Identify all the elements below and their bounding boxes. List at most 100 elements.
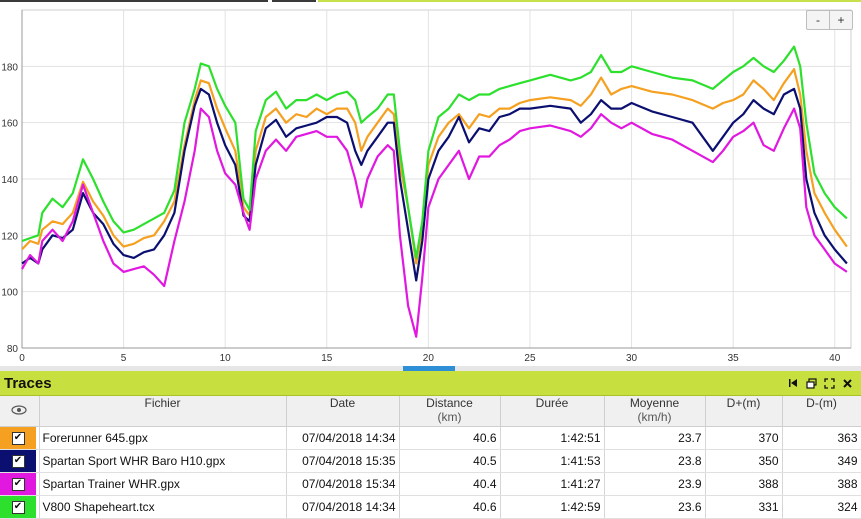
cell-dminus: 324 [782, 495, 861, 519]
visibility-checkbox[interactable]: ✔ [11, 500, 25, 514]
cell-duree: 1:42:59 [500, 495, 605, 519]
column-header-label: Durée [535, 396, 569, 410]
cell-dplus: 370 [705, 426, 783, 450]
toolbar-segment [318, 0, 861, 2]
zoom-out-button[interactable]: - [816, 13, 820, 27]
table-row[interactable]: ✔ Spartan Trainer WHR.gpx 07/04/2018 15:… [0, 472, 861, 496]
trace-color-swatch: ✔ [0, 473, 36, 495]
chart-axes [21, 10, 851, 349]
x-tick-label: 20 [423, 353, 435, 364]
visibility-checkbox[interactable]: ✔ [11, 477, 25, 491]
trace-color-swatch: ✔ [0, 496, 36, 518]
x-tick-label: 5 [121, 353, 127, 364]
table-row[interactable]: ✔ Spartan Sport WHR Baro H10.gpx 07/04/2… [0, 449, 861, 473]
panel-splitter[interactable] [0, 366, 861, 371]
chart-grid [21, 9, 852, 349]
column-header-duree[interactable]: Durée [500, 396, 605, 427]
cell-fichier: V800 Shapeheart.tcx [39, 495, 287, 519]
cell-date: 07/04/2018 14:34 [286, 495, 400, 519]
trace-color-cell: ✔ [0, 426, 40, 450]
cell-distance: 40.6 [399, 495, 501, 519]
column-header-dplus[interactable]: D+(m) [705, 396, 783, 427]
x-tick-label: 35 [728, 353, 740, 364]
first-page-icon[interactable] [787, 377, 799, 389]
cell-moyenne: 23.6 [604, 495, 706, 519]
traces-table-body: ✔ Forerunner 645.gpx 07/04/2018 14:34 40… [0, 426, 861, 519]
trace-color-cell: ✔ [0, 449, 40, 473]
column-header-unit: (km) [437, 410, 462, 424]
cell-dminus: 349 [782, 449, 861, 473]
cell-fichier: Spartan Sport WHR Baro H10.gpx [39, 449, 287, 473]
chart-series-group [21, 45, 848, 338]
trace-color-swatch: ✔ [0, 450, 36, 472]
heart-rate-chart[interactable]: 0 5 10 15 20 25 30 35 40 80 100 120 140 160 180 - + [0, 4, 861, 366]
visibility-column-header[interactable] [0, 396, 40, 427]
y-tick-label: 140 [1, 175, 18, 186]
y-tick-label: 100 [1, 288, 18, 299]
cell-moyenne: 23.9 [604, 472, 706, 496]
x-tick-label: 10 [220, 353, 232, 364]
traces-table: Fichier Date Distance (km) Durée Moyenne(… [0, 396, 861, 519]
column-header-fichier[interactable]: Fichier [39, 396, 287, 427]
cell-duree: 1:42:51 [500, 426, 605, 450]
splitter-grip[interactable] [403, 366, 455, 371]
visibility-checkbox[interactable]: ✔ [11, 431, 25, 445]
cell-distance: 40.5 [399, 449, 501, 473]
x-tick-label: 30 [626, 353, 638, 364]
column-header-label: D-(m) [806, 396, 837, 410]
table-header-row: Fichier Date Distance (km) Durée Moyenne(… [0, 396, 861, 427]
column-header-label: D+(m) [726, 396, 761, 410]
table-row[interactable]: ✔ Forerunner 645.gpx 07/04/2018 14:34 40… [0, 426, 861, 450]
y-tick-label: 160 [1, 119, 18, 130]
column-header-dminus[interactable]: D-(m) [782, 396, 861, 427]
cell-dplus: 331 [705, 495, 783, 519]
y-tick-label: 180 [1, 62, 18, 73]
zoom-in-button[interactable]: + [829, 11, 852, 29]
series-line-orange [21, 68, 848, 265]
cell-moyenne: 23.8 [604, 449, 706, 473]
cell-dminus: 363 [782, 426, 861, 450]
close-icon[interactable] [841, 377, 853, 389]
y-tick-labels: 80 100 120 140 160 180 [1, 62, 18, 355]
series-line-magenta [21, 107, 848, 338]
cell-duree: 1:41:53 [500, 449, 605, 473]
cell-moyenne: 23.7 [604, 426, 706, 450]
toolbar-segment [272, 0, 316, 2]
y-tick-label: 80 [7, 344, 19, 355]
panel-title: Traces [4, 374, 52, 392]
restore-window-icon[interactable] [805, 377, 817, 389]
x-tick-label: 0 [19, 353, 25, 364]
column-header-distance[interactable]: Distance (km) [399, 396, 501, 427]
traces-panel: Traces [0, 371, 861, 519]
column-header-date[interactable]: Date [286, 396, 400, 427]
series-line-green [21, 45, 848, 259]
zoom-controls: - + [806, 10, 853, 30]
column-header-unit: (km/h) [637, 410, 672, 424]
cell-dplus: 388 [705, 472, 783, 496]
cell-duree: 1:41:27 [500, 472, 605, 496]
cell-date: 07/04/2018 15:34 [286, 472, 400, 496]
visibility-checkbox[interactable]: ✔ [11, 454, 25, 468]
cell-distance: 40.6 [399, 426, 501, 450]
column-header-label: Distance [426, 396, 473, 410]
toolbar-segment [0, 0, 268, 2]
cell-fichier: Forerunner 645.gpx [39, 426, 287, 450]
cell-dminus: 388 [782, 472, 861, 496]
column-header-label: Moyenne [629, 396, 680, 410]
x-tick-label: 15 [321, 353, 333, 364]
column-header-label: Fichier [144, 396, 181, 410]
x-tick-label: 25 [524, 353, 536, 364]
trace-color-swatch: ✔ [0, 427, 36, 449]
y-tick-label: 120 [1, 231, 18, 242]
chart-canvas[interactable]: 0 5 10 15 20 25 30 35 40 80 100 120 140 160 180 [0, 4, 861, 366]
table-row[interactable]: ✔ V800 Shapeheart.tcx 07/04/2018 14:34 4… [0, 495, 861, 519]
cell-fichier: Spartan Trainer WHR.gpx [39, 472, 287, 496]
series-line-navy [21, 87, 848, 282]
fullscreen-icon[interactable] [823, 377, 835, 389]
trace-color-cell: ✔ [0, 472, 40, 496]
cell-date: 07/04/2018 14:34 [286, 426, 400, 450]
traces-panel-header: Traces [0, 371, 861, 396]
x-tick-label: 40 [829, 353, 841, 364]
panel-header-icons [787, 377, 861, 389]
column-header-moyenne[interactable]: Moyenne (km/h) [604, 396, 706, 427]
